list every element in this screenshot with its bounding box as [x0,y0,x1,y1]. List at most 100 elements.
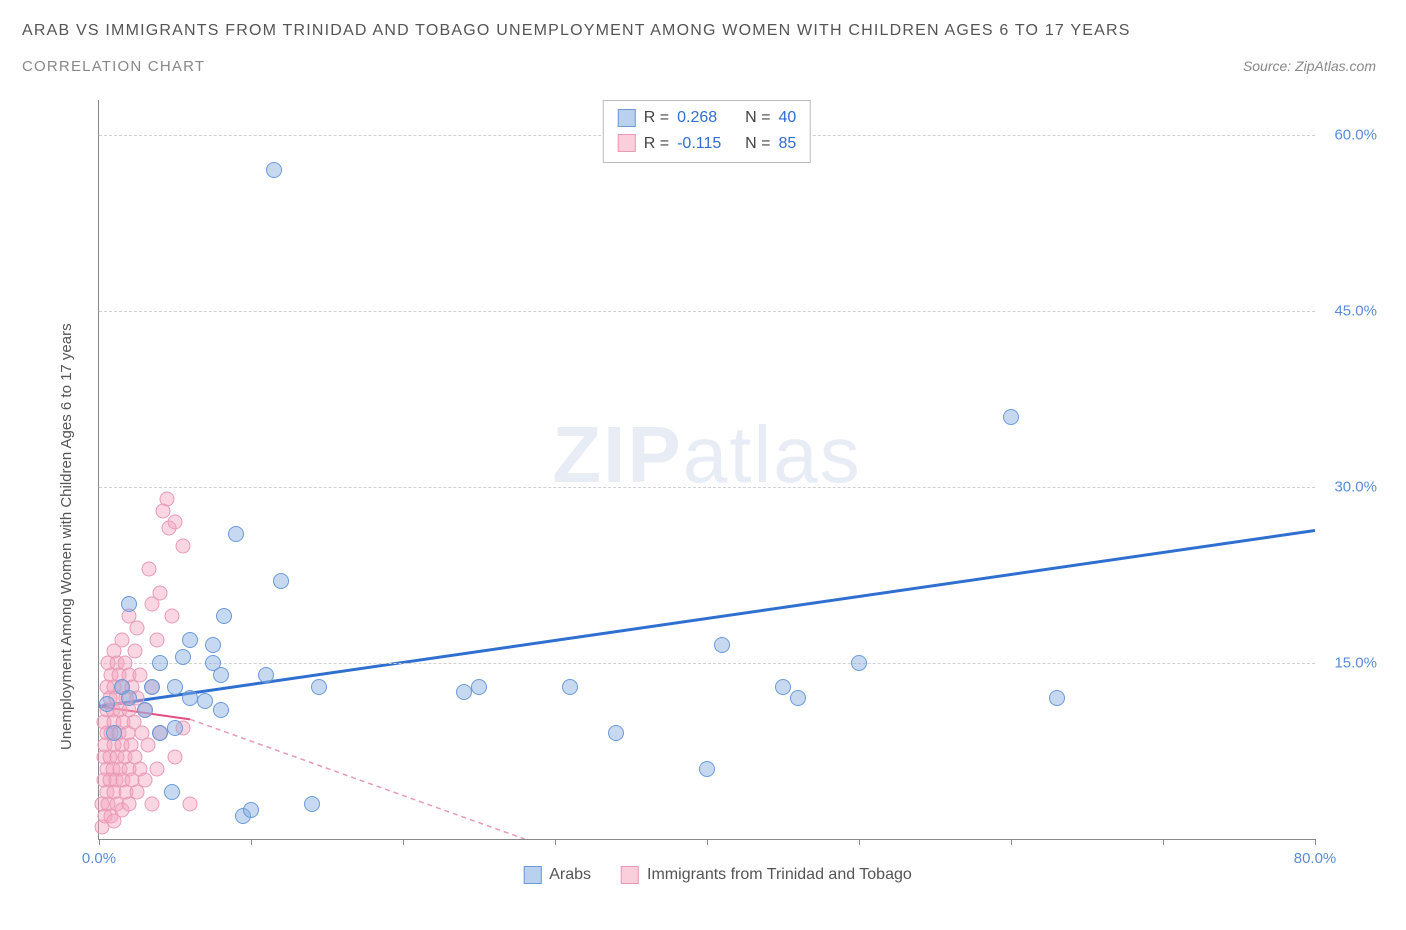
data-point-immigrants [168,515,183,530]
plot-area: ZIPatlas R = 0.268 N = 40 R = -0.115 N =… [98,100,1315,840]
x-tick [1315,839,1316,845]
data-point-arabs [99,696,115,712]
x-tick [1163,839,1164,845]
data-point-arabs [106,725,122,741]
data-point-arabs [1049,690,1065,706]
legend-label-arabs: Arabs [549,866,591,884]
legend-label-immigrants: Immigrants from Trinidad and Tobago [647,866,912,884]
data-point-arabs [216,608,232,624]
y-tick-label: 15.0% [1334,655,1377,672]
data-point-arabs [1003,409,1019,425]
x-tick [707,839,708,845]
n-label: N = [745,131,770,157]
data-point-arabs [273,573,289,589]
data-point-immigrants [137,773,152,788]
watermark-light: atlas [683,410,862,499]
x-tick [99,839,100,845]
data-point-arabs [311,679,327,695]
x-tick-label: 0.0% [82,850,116,867]
data-point-immigrants [114,632,129,647]
data-point-arabs [851,655,867,671]
watermark-bold: ZIP [552,410,682,499]
stats-row-immigrants: R = -0.115 N = 85 [618,131,796,157]
data-point-immigrants [140,738,155,753]
data-point-arabs [714,637,730,653]
data-point-arabs [304,796,320,812]
data-point-arabs [164,784,180,800]
data-point-arabs [121,690,137,706]
data-point-arabs [205,637,221,653]
n-value-immigrants: 85 [778,131,796,157]
stats-row-arabs: R = 0.268 N = 40 [618,105,796,131]
y-tick-label: 30.0% [1334,479,1377,496]
x-tick [251,839,252,845]
data-point-arabs [471,679,487,695]
data-point-immigrants [142,562,157,577]
swatch-pink-icon [618,134,636,152]
r-label: R = [644,105,669,131]
n-value-arabs: 40 [778,105,796,131]
data-point-immigrants [152,585,167,600]
data-point-arabs [213,702,229,718]
x-tick [555,839,556,845]
r-label: R = [644,131,669,157]
data-point-arabs [152,725,168,741]
data-point-arabs [699,761,715,777]
x-tick-label: 80.0% [1294,850,1337,867]
y-tick-label: 60.0% [1334,127,1377,144]
data-point-immigrants [164,609,179,624]
swatch-blue-icon [618,109,636,127]
data-point-arabs [182,690,198,706]
data-point-immigrants [128,644,143,659]
data-point-immigrants [160,491,175,506]
data-point-arabs [456,684,472,700]
data-point-arabs [562,679,578,695]
data-point-arabs [243,802,259,818]
data-point-arabs [152,655,168,671]
data-point-immigrants [149,761,164,776]
data-point-arabs [608,725,624,741]
y-tick-label: 45.0% [1334,303,1377,320]
trend-lines-svg [99,100,1315,839]
data-point-arabs [167,679,183,695]
data-point-arabs [266,162,282,178]
legend-item-arabs: Arabs [523,866,591,884]
swatch-pink-icon [621,866,639,884]
y-axis-label: Unemployment Among Women with Children A… [58,323,75,750]
chart-subtitle: CORRELATION CHART [22,58,205,75]
data-point-immigrants [130,620,145,635]
data-point-arabs [228,526,244,542]
grid-line [99,487,1315,488]
data-point-arabs [182,632,198,648]
grid-line [99,663,1315,664]
chart-container: Unemployment Among Women with Children A… [50,100,1385,890]
data-point-arabs [167,720,183,736]
grid-line [99,311,1315,312]
data-point-arabs [197,693,213,709]
swatch-blue-icon [523,866,541,884]
r-value-immigrants: -0.115 [677,131,737,157]
chart-title: ARAB VS IMMIGRANTS FROM TRINIDAD AND TOB… [22,22,1131,40]
data-point-immigrants [149,632,164,647]
data-point-arabs [258,667,274,683]
data-point-immigrants [133,667,148,682]
bottom-legend: Arabs Immigrants from Trinidad and Tobag… [523,866,912,884]
data-point-arabs [144,679,160,695]
x-tick [403,839,404,845]
data-point-immigrants [183,796,198,811]
n-label: N = [745,105,770,131]
data-point-arabs [775,679,791,695]
data-point-immigrants [145,796,160,811]
legend-item-immigrants: Immigrants from Trinidad and Tobago [621,866,912,884]
stats-legend-box: R = 0.268 N = 40 R = -0.115 N = 85 [603,100,811,163]
data-point-arabs [175,649,191,665]
source-attribution: Source: ZipAtlas.com [1243,58,1376,74]
data-point-arabs [121,596,137,612]
x-tick [859,839,860,845]
data-point-immigrants [168,749,183,764]
data-point-arabs [790,690,806,706]
x-tick [1011,839,1012,845]
data-point-immigrants [175,538,190,553]
data-point-arabs [137,702,153,718]
trend-line-arabs [99,530,1315,706]
